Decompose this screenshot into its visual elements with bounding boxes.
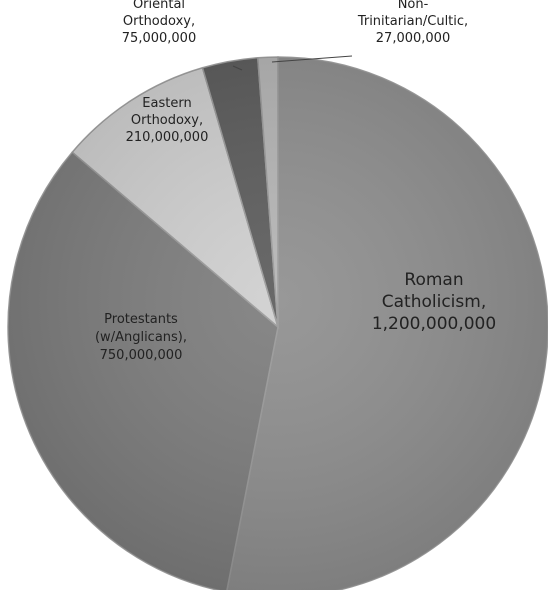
slice-label-line: Oriental [133,0,185,12]
slice-label-line: (w/Anglicans), [95,330,187,345]
slice-label-oriental-orthodoxy: Oriental Orthodoxy, 75,000,000 [122,0,196,46]
leader-line-non-trinitarian [271,55,353,63]
slice-label-line: Non- [398,0,429,12]
slice-label-line: Orthodoxy, [123,14,195,29]
slice-label-line: Trinitarian/Cultic, [357,14,468,29]
slice-label-line: 750,000,000 [100,348,183,363]
slice-label-protestants: Protestants (w/Anglicans), 750,000,000 [95,312,187,363]
slice-label-line: Roman [404,270,463,290]
slice-label-line: Catholicism, [382,292,486,312]
slice-label-line: Protestants [104,312,178,327]
slice-label-line: 210,000,000 [126,130,209,145]
slice-label-line: 27,000,000 [376,31,450,46]
slice-label-eastern-orthodoxy: Eastern Orthodoxy, 210,000,000 [126,96,209,145]
slice-label-line: 75,000,000 [122,31,196,46]
slice-label-non-trinitarian: Non- Trinitarian/Cultic, 27,000,000 [357,0,468,46]
slice-label-line: 1,200,000,000 [372,314,496,334]
slice-label-line: Orthodoxy, [131,113,203,128]
slice-label-line: Eastern [142,96,191,111]
slice-label-roman-catholicism: Roman Catholicism, 1,200,000,000 [372,270,496,334]
leader-line-oriental-orthodoxy [232,65,243,71]
